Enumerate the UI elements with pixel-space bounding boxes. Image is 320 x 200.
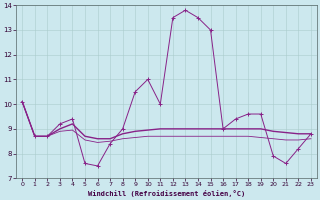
X-axis label: Windchill (Refroidissement éolien,°C): Windchill (Refroidissement éolien,°C) (88, 190, 245, 197)
